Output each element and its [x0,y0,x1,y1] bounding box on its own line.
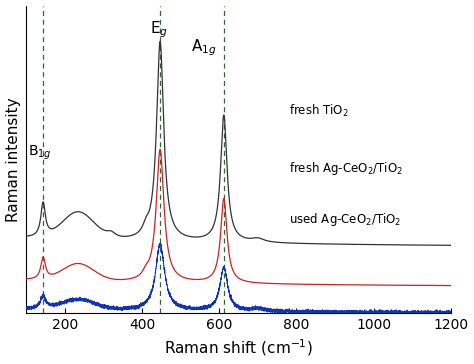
Text: fresh TiO$_2$: fresh TiO$_2$ [289,103,348,119]
Text: used Ag-CeO$_2$/TiO$_2$: used Ag-CeO$_2$/TiO$_2$ [289,211,401,228]
Text: E$_g$: E$_g$ [150,19,168,40]
Y-axis label: Raman intensity: Raman intensity [6,97,20,222]
Text: A$_{1g}$: A$_{1g}$ [191,38,217,59]
Text: B$_{1g}$: B$_{1g}$ [28,144,52,162]
Text: fresh Ag-CeO$_2$/TiO$_2$: fresh Ag-CeO$_2$/TiO$_2$ [289,160,402,177]
X-axis label: Raman shift (cm$^{-1}$): Raman shift (cm$^{-1}$) [164,338,313,359]
